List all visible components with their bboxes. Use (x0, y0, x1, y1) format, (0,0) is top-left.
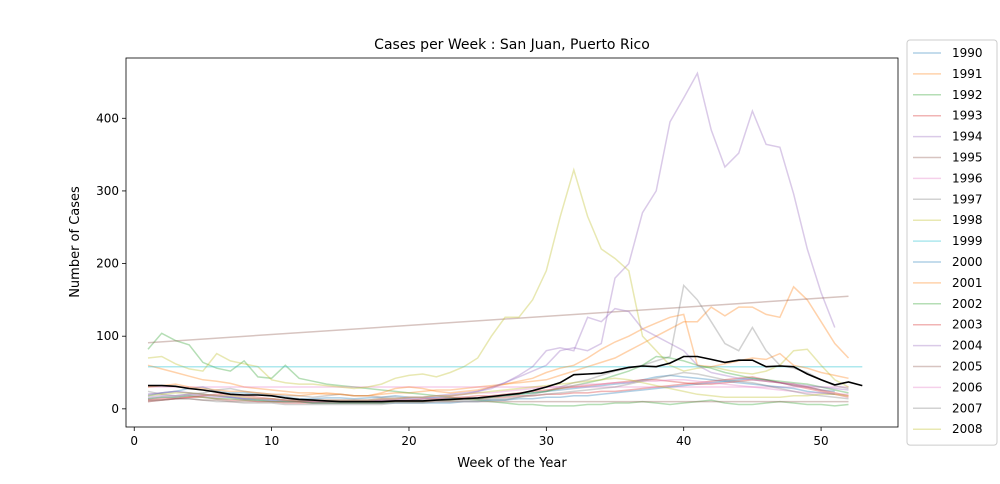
legend-label-2008: 2008 (952, 422, 983, 436)
legend: 1990 1991 1992 1993 1994 1995 1996 1997 1998 1999… (906, 39, 998, 446)
y-tick-label: 200 (96, 257, 119, 271)
axes-layer: 0 10 20 30 40 50 0 100 200 300 400 (96, 57, 899, 448)
plot-frame (125, 57, 899, 428)
series-line-1993 (147, 376, 849, 404)
series-line-1997 (147, 283, 849, 401)
legend-label-1992: 1992 (952, 88, 983, 102)
series-line-2005 (148, 397, 849, 403)
series-line-1992 (147, 332, 849, 407)
legend-label-2004: 2004 (952, 339, 983, 353)
series-line-2006 (147, 379, 849, 401)
series-line-1995 (147, 295, 849, 344)
x-tick-label: 30 (539, 434, 554, 448)
legend-label-1991: 1991 (952, 67, 983, 81)
series-line-2000 (147, 380, 835, 404)
legend-label-1999: 1999 (952, 234, 983, 248)
legend-label-1998: 1998 (952, 213, 983, 227)
legend-label-1996: 1996 (952, 171, 983, 185)
x-tick-label: 10 (264, 434, 279, 448)
legend-label-1990: 1990 (952, 46, 983, 60)
x-tick-label: 50 (813, 434, 828, 448)
series-line-1991 (147, 285, 850, 397)
x-tick-label: 20 (401, 434, 416, 448)
legend-label-1994: 1994 (952, 130, 983, 144)
legend-label-2003: 2003 (952, 318, 983, 332)
legend-label-2007: 2007 (952, 401, 983, 415)
series-line-1998 (147, 167, 849, 390)
y-tick-label: 0 (111, 402, 119, 416)
series-line-2008 (147, 377, 849, 401)
series-line-2001 (147, 313, 849, 397)
legend-label-1997: 1997 (952, 192, 983, 206)
legend-label-1993: 1993 (952, 109, 983, 123)
series-line-mean (148, 355, 863, 403)
x-tick-label: 0 (130, 434, 138, 448)
series-line-2007 (147, 371, 849, 406)
x-axis-label: Week of the Year (457, 456, 567, 471)
legend-frame (906, 39, 998, 446)
legend-label-2005: 2005 (952, 360, 983, 374)
x-tick-label: 40 (676, 434, 691, 448)
legend-label-1995: 1995 (952, 151, 983, 165)
y-tick-label: 300 (96, 184, 119, 198)
legend-label-2002: 2002 (952, 297, 983, 311)
series-layer (147, 71, 863, 407)
y-tick-label: 400 (96, 111, 119, 125)
chart-title: Cases per Week : San Juan, Puerto Rico (374, 37, 650, 53)
y-tick-label: 100 (96, 329, 119, 343)
legend-label-2001: 2001 (952, 276, 983, 290)
series-line-2004 (147, 307, 849, 403)
legend-label-2000: 2000 (952, 255, 983, 269)
y-axis-label: Number of Cases (68, 186, 83, 298)
legend-label-2006: 2006 (952, 380, 983, 394)
series-line-1994 (147, 71, 836, 401)
